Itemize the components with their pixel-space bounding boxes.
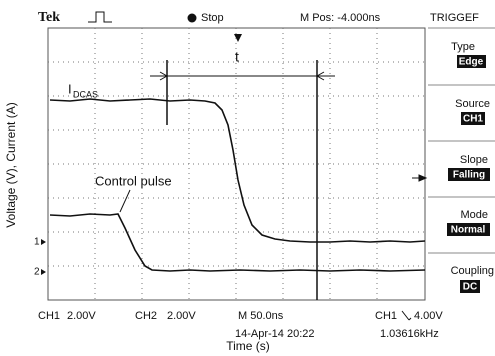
brand: Tek: [38, 10, 60, 25]
frequency: 1.03616kHz: [380, 328, 439, 340]
menu-value: CH1: [463, 114, 483, 125]
trigger-menu: Type Edge Source CH1 Slope Falling Mode …: [428, 28, 495, 293]
menu-title: TRIGGEF: [430, 12, 479, 24]
ch1-marker: 1: [34, 237, 40, 248]
trigger-level-arrow: [412, 175, 426, 181]
stop-dot: [188, 14, 197, 23]
trigger-source: CH1: [375, 310, 397, 322]
menu-label: Coupling: [451, 265, 494, 277]
ch1-marker-arrow: [41, 239, 46, 245]
interval-label: t: [235, 49, 239, 65]
menu-label: Source: [455, 98, 490, 110]
date: 14-Apr-14 20:22: [235, 328, 315, 340]
m-pos: M Pos: -4.000ns: [300, 12, 381, 24]
pulse-icon: [88, 12, 112, 22]
current-label-sub: DCAS: [73, 89, 98, 99]
ch2-scale: 2.00V: [167, 310, 196, 322]
timebase: M 50.0ns: [238, 310, 284, 322]
slope-icon: [402, 311, 411, 320]
menu-value: Edge: [459, 57, 484, 68]
menu-label: Slope: [460, 154, 488, 166]
ch1-scale: 2.00V: [67, 310, 96, 322]
menu-value: DC: [463, 282, 477, 293]
x-axis-label: Time (s): [226, 339, 270, 353]
scope-screenshot: Tek Stop M Pos: -4.000ns TRIGGEF t I DCA…: [0, 0, 495, 356]
trigger-level: 4.00V: [414, 310, 443, 322]
ch2-marker: 2: [34, 267, 40, 278]
ch2-marker-arrow: [41, 269, 46, 275]
menu-value: Normal: [451, 225, 486, 236]
y-axis-label: Voltage (V), Current (A): [4, 102, 18, 227]
menu-value: Falling: [453, 170, 485, 181]
trigger-pos-arrow: [234, 34, 242, 42]
menu-label: Mode: [460, 209, 488, 221]
current-label: I: [68, 81, 72, 96]
menu-label: Type: [451, 41, 475, 53]
control-pulse-label: Control pulse: [95, 173, 172, 188]
control-pulse-pointer: [120, 190, 130, 212]
current-trace: [50, 99, 425, 242]
ch1-label: CH1: [38, 310, 60, 322]
run-state: Stop: [201, 12, 224, 24]
graticule: [48, 28, 425, 300]
ch2-label: CH2: [135, 310, 157, 322]
